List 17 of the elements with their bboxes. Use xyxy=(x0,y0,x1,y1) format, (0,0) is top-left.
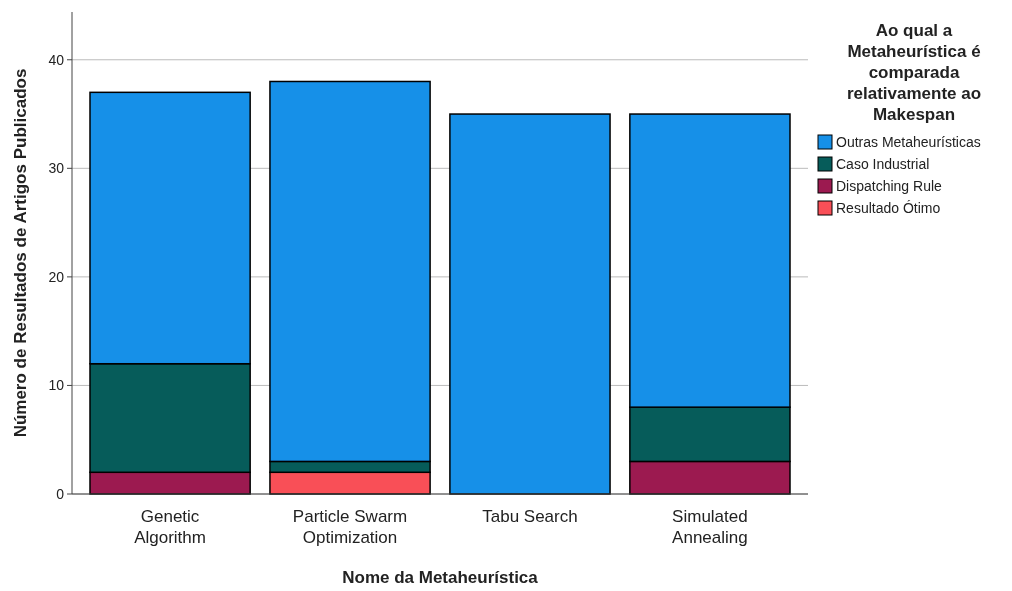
bar xyxy=(449,113,611,495)
y-tick-label: 20 xyxy=(48,268,65,285)
x-tick-label: Genetic Algorithm xyxy=(134,507,206,547)
y-tick-label: 40 xyxy=(48,51,65,68)
x-axis-title: Nome da Metaheurística xyxy=(342,568,539,587)
x-tick-label: Tabu Search xyxy=(482,507,578,526)
y-axis-title: Número de Resultados de Artigos Publicados xyxy=(11,68,30,438)
y-tick-label: 10 xyxy=(48,377,65,394)
legend-label: Outras Metaheurísticas xyxy=(836,133,981,150)
legend-label: Resultado Ótimo xyxy=(836,199,941,216)
legend-title: Ao qual a Metaheurística é comparada relativamente ao Makespan xyxy=(846,21,982,124)
legend-label: Caso Industrial xyxy=(836,155,930,172)
y-tick-label: 0 xyxy=(56,485,65,502)
y-tick-label: 30 xyxy=(48,160,65,177)
x-tick-label: Simulated Annealing xyxy=(672,507,748,547)
legend-label: Dispatching Rule xyxy=(836,177,943,194)
x-tick-label: Particle Swarm Optimization xyxy=(292,507,408,547)
